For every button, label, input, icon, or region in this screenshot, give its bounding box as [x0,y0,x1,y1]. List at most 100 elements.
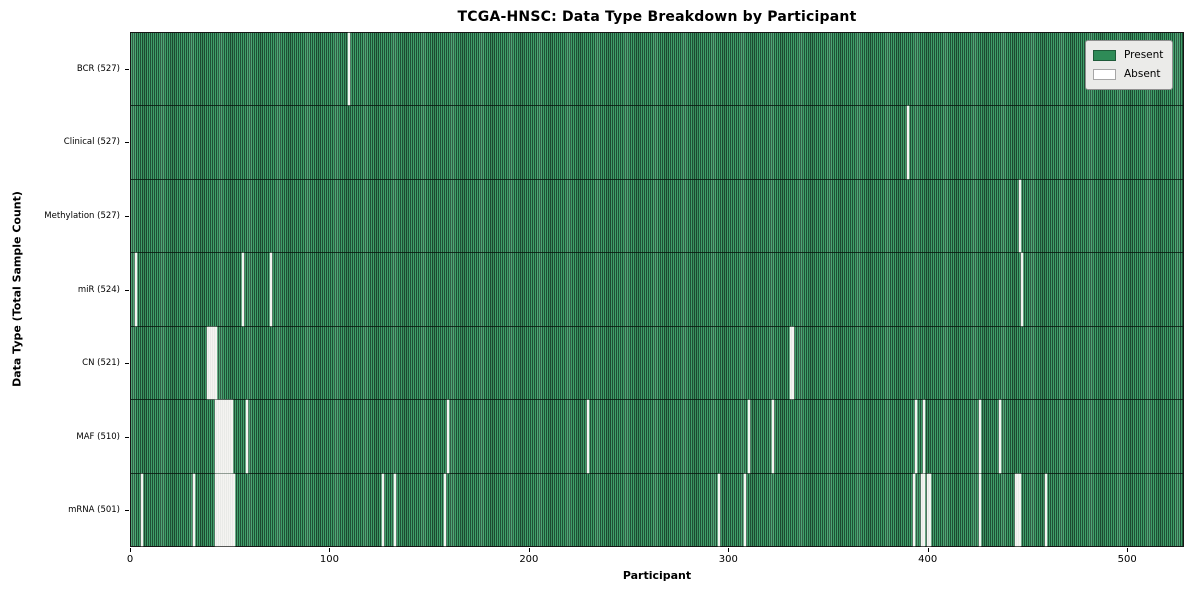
absent-stripe [927,473,930,546]
absent-stripe [214,400,217,473]
absent-stripe [214,473,217,546]
x-tick-label: 400 [918,554,938,565]
absent-stripe [140,473,143,546]
plot-area [130,32,1184,547]
absent-stripe [1016,473,1019,546]
absent-stripe [228,473,231,546]
legend: Present Absent [1085,40,1174,90]
absent-stripe [206,326,209,400]
y-tick-mark [125,289,129,291]
absent-stripe [246,400,249,473]
present-swatch [1093,50,1116,61]
y-tick-mark [125,68,129,70]
absent-stripe [978,473,981,546]
heatmap-row-Clinical [131,105,1183,179]
absent-stripe [218,400,221,473]
x-tick-label: 100 [319,554,339,565]
y-tick-label: BCR (527) [76,63,120,74]
x-axis-label: Participant [622,569,692,582]
absent-stripe [220,400,223,473]
absent-stripe [226,473,229,546]
absent-stripe [216,400,219,473]
absent-stripe [1018,179,1021,253]
absent-stripe [447,400,450,473]
absent-stripe [913,473,916,546]
absent-stripe [210,326,213,400]
absent-stripe [224,473,227,546]
absent-stripe [270,253,273,326]
y-tick-label: CN (521) [82,358,120,369]
y-tick-label: miR (524) [77,284,120,295]
absent-stripe [230,400,233,473]
y-axis: BCR (527) Clinical (527) Methylation (527)… [0,32,129,547]
heatmap-row-mRNA [131,472,1183,546]
x-tick-label: 200 [519,554,539,565]
absent-stripe [744,473,747,546]
absent-stripe [771,400,774,473]
heatmap-row-MAF [131,399,1183,473]
absent-stripe [915,400,918,473]
heatmap-row-Methylation [131,178,1183,253]
absent-stripe [1018,473,1021,546]
absent-stripe [212,326,215,400]
absent-stripe [218,473,221,546]
y-tick-label: Methylation (527) [44,210,120,221]
y-tick-mark [125,363,129,365]
absent-stripe [923,473,926,546]
legend-label-present: Present [1124,49,1164,62]
absent-stripe [230,473,233,546]
absent-stripe [998,400,1001,473]
absent-stripe [222,473,225,546]
absent-stripe [242,253,245,326]
absent-stripe [929,473,932,546]
x-tick-mark [329,548,331,552]
absent-stripe [232,473,235,546]
absent-stripe [923,400,926,473]
y-tick-mark [125,436,129,438]
y-tick-label: Clinical (527) [63,137,120,148]
x-tick-mark [528,548,530,552]
absent-stripe [748,400,751,473]
absent-stripe [381,473,384,546]
absent-stripe [134,253,137,326]
legend-item-absent: Absent [1093,65,1163,84]
absent-stripe [228,400,231,473]
y-tick-mark [125,510,129,512]
absent-stripe [978,400,981,473]
absent-stripe [214,326,217,400]
absent-stripe [718,473,721,546]
absent-stripe [226,400,229,473]
chart-title: TCGA-HNSC: Data Type Breakdown by Partic… [457,9,857,25]
y-tick-label: MAF (510) [76,431,120,442]
absent-stripe [393,473,396,546]
absent-stripe [907,106,910,179]
heatmap-row-CN [131,325,1183,400]
absent-stripe [222,400,225,473]
absent-stripe [443,473,446,546]
x-tick-label: 300 [718,554,738,565]
x-tick-mark [1127,548,1129,552]
absent-stripe [347,33,350,106]
absent-stripe [216,473,219,546]
absent-stripe [192,473,195,546]
y-tick-label: mRNA (501) [68,505,120,516]
x-tick-label: 500 [1117,554,1137,565]
heatmap-row-miR [131,252,1183,326]
absent-stripe [586,400,589,473]
absent-stripe [224,400,227,473]
x-tick-mark [130,548,131,552]
x-axis: 0 100 200 300 400 500 [127,547,1184,569]
y-tick-mark [125,215,129,217]
legend-label-absent: Absent [1124,68,1161,81]
absent-stripe [220,473,223,546]
absent-stripe [1044,473,1047,546]
absent-stripe [208,326,211,400]
heatmap-row-BCR [131,33,1183,106]
absent-stripe [1020,253,1023,326]
x-tick-mark [927,548,929,552]
absent-stripe [791,326,794,400]
y-tick-mark [125,142,129,144]
absent-stripe [1014,473,1017,546]
x-tick-mark [728,548,730,552]
absent-stripe [789,326,792,400]
